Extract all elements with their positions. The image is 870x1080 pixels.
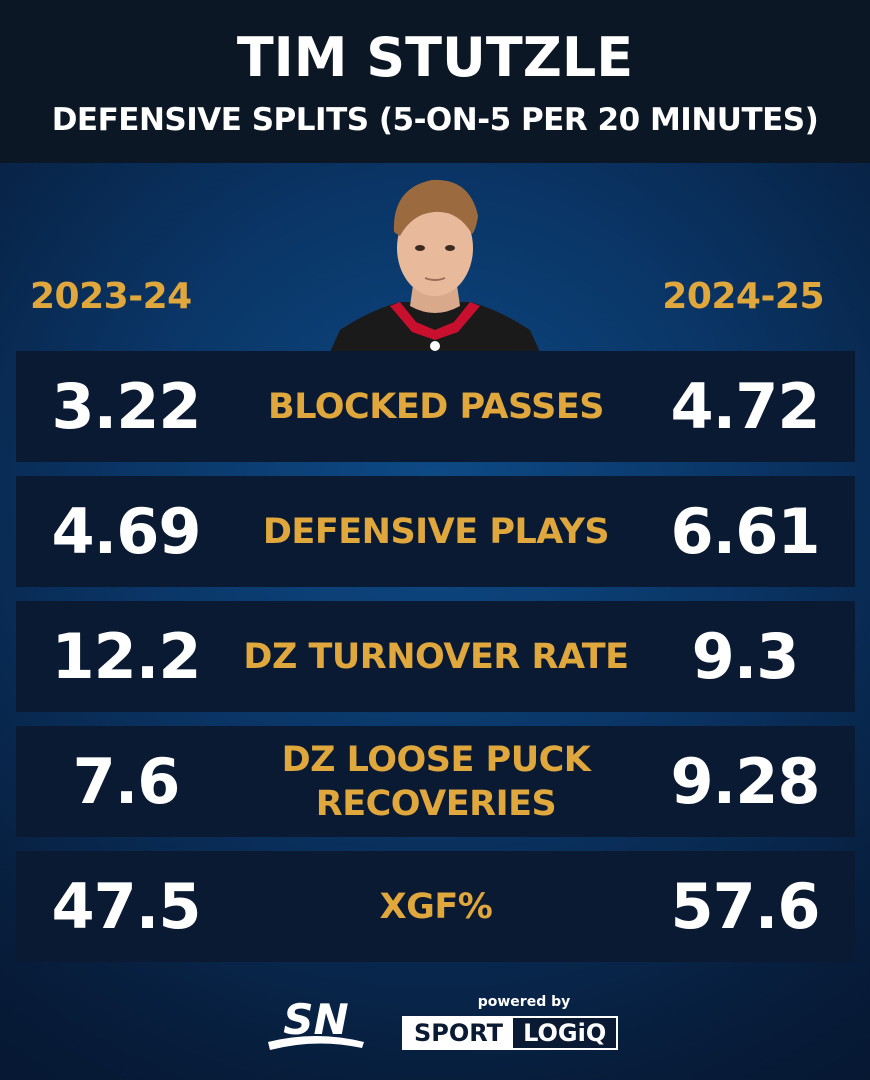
player-headshot bbox=[330, 179, 540, 352]
stat-label: XGF% bbox=[379, 886, 493, 927]
stat-row-defensive-plays: 4.69 DEFENSIVE PLAYS 6.61 bbox=[16, 476, 855, 587]
stat-value-2024-25: 57.6 bbox=[670, 870, 821, 943]
page-subtitle: DEFENSIVE SPLITS (5-ON-5 PER 20 MINUTES) bbox=[51, 102, 819, 138]
stat-label: BLOCKED PASSES bbox=[268, 386, 604, 427]
stat-row-blocked-passes: 3.22 BLOCKED PASSES 4.72 bbox=[16, 351, 855, 462]
sportlogiq-logo-part2: LOGiQ bbox=[513, 1018, 617, 1048]
sportlogiq-logo-part1: SPORT bbox=[404, 1018, 514, 1048]
stat-row-dz-turnover-rate: 12.2 DZ TURNOVER RATE 9.3 bbox=[16, 601, 855, 712]
stat-value-2023-24: 7.6 bbox=[72, 745, 181, 818]
stat-value-2024-25: 9.3 bbox=[691, 620, 800, 693]
stat-value-2023-24: 47.5 bbox=[51, 870, 202, 943]
season-right-label: 2024-25 bbox=[662, 276, 824, 317]
sportlogiq-logo: SPORT LOGiQ bbox=[402, 1016, 619, 1050]
stat-label: DZ TURNOVER RATE bbox=[243, 636, 629, 677]
page-title: TIM STUTZLE bbox=[236, 26, 634, 89]
stat-value-2023-24: 3.22 bbox=[51, 370, 202, 443]
stat-value-2024-25: 6.61 bbox=[670, 495, 821, 568]
stat-label: DEFENSIVE PLAYS bbox=[262, 511, 610, 552]
stat-value-2024-25: 4.72 bbox=[670, 370, 821, 443]
stat-value-2024-25: 9.28 bbox=[670, 745, 821, 818]
sportsnet-logo: SN bbox=[268, 996, 364, 1050]
stat-value-2023-24: 4.69 bbox=[51, 495, 202, 568]
season-left-label: 2023-24 bbox=[30, 276, 192, 317]
stat-value-2023-24: 12.2 bbox=[51, 620, 202, 693]
header-banner: TIM STUTZLE DEFENSIVE SPLITS (5-ON-5 PER… bbox=[0, 0, 870, 163]
stat-label-line2: RECOVERIES bbox=[315, 783, 557, 824]
stat-label: DZ LOOSE PUCK RECOVERIES bbox=[216, 726, 656, 837]
powered-by-label: powered by bbox=[477, 994, 571, 1010]
stat-row-xgf-percent: 47.5 XGF% 57.6 bbox=[16, 851, 855, 962]
stat-row-dz-loose-puck-recoveries: 7.6 DZ LOOSE PUCK RECOVERIES 9.28 bbox=[16, 726, 855, 837]
stat-label-line1: DZ LOOSE PUCK bbox=[281, 739, 591, 780]
